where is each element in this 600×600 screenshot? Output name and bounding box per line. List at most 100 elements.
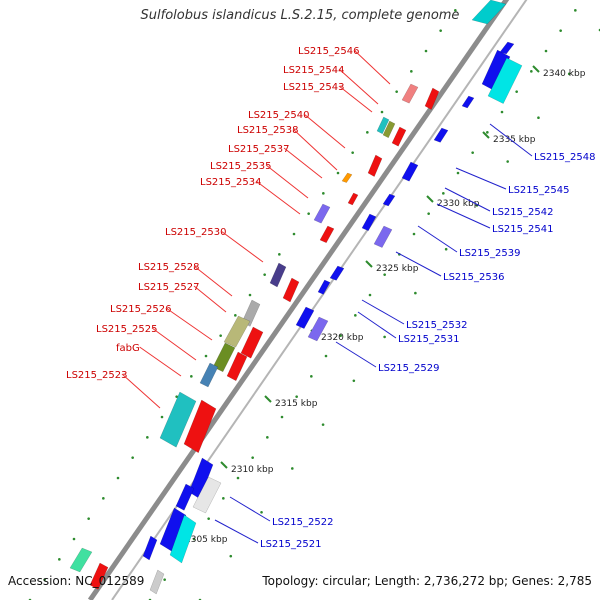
gene-label-forward[interactable]: fabG (116, 343, 140, 354)
label-leader-line (151, 327, 197, 361)
tick-dot (263, 273, 266, 276)
gene-feature-forward (223, 315, 251, 348)
scale-tick (365, 260, 373, 268)
tick-dot (280, 415, 284, 419)
gene-label-forward[interactable]: LS215_2523 (66, 370, 127, 381)
tick-dot (544, 49, 548, 53)
gene-feature-forward (376, 116, 390, 135)
tick-dot (454, 9, 457, 12)
gene-label-forward[interactable]: LS215_2526 (110, 304, 171, 315)
tick-dot (307, 212, 310, 215)
gene-feature-forward (240, 326, 264, 359)
gene-label-forward[interactable]: LS215_2534 (200, 177, 261, 188)
topology-summary: Topology: circular; Length: 2,736,272 bp… (262, 574, 592, 588)
gene-label-reverse[interactable]: LS215_2536 (443, 272, 504, 283)
gene-label-forward[interactable]: LS215_2535 (210, 161, 271, 172)
gene-label-reverse[interactable]: LS215_2532 (406, 320, 467, 331)
accession-text: Accession: NC_012589 (8, 574, 145, 588)
gene-label-reverse[interactable]: LS215_2539 (459, 248, 520, 259)
gene-label-forward[interactable]: LS215_2540 (248, 110, 309, 121)
tick-dot (310, 375, 313, 378)
tick-dot (339, 334, 342, 337)
tick-dot (351, 151, 354, 154)
gene-feature-forward (347, 192, 359, 206)
scale-label: 2320 kbp (321, 333, 364, 343)
gene-label-reverse[interactable]: LS215_2542 (492, 207, 553, 218)
gene-feature-reverse (471, 0, 507, 25)
gene-feature-reverse (461, 95, 475, 109)
tick-dot (471, 151, 474, 154)
gene-feature-forward (226, 351, 248, 382)
gene-feature-reverse (361, 213, 377, 232)
gene-feature-reverse (149, 569, 165, 595)
gene-label-forward[interactable]: LS215_2527 (138, 282, 199, 293)
tick-dot (515, 90, 518, 93)
gene-feature-forward (199, 362, 219, 388)
gene-label-forward[interactable]: LS215_2537 (228, 144, 289, 155)
tick-dot (383, 335, 386, 339)
gene-label-forward[interactable]: LS215_2538 (237, 125, 298, 136)
gene-label-forward[interactable]: LS215_2528 (138, 262, 199, 273)
tick-dot (456, 171, 460, 175)
label-leader-line (338, 68, 379, 105)
label-leader-line (395, 251, 442, 277)
gene-feature-forward (269, 262, 287, 288)
label-leader-line (229, 496, 271, 522)
gene-feature-forward (401, 83, 419, 104)
tick-dot (530, 70, 533, 73)
tick-dot (321, 423, 325, 426)
label-leader-line (292, 128, 338, 171)
label-leader-line (338, 85, 373, 113)
tick-dot (116, 476, 120, 480)
label-leader-line (283, 147, 323, 179)
gene-label-reverse[interactable]: LS215_2522 (272, 517, 333, 528)
tick-dot (192, 537, 196, 541)
gene-feature-reverse (433, 127, 449, 143)
label-leader-line (139, 346, 182, 377)
gene-label-reverse[interactable]: LS215_2541 (492, 224, 553, 235)
tick-dot (574, 9, 577, 12)
gene-feature-forward (212, 342, 236, 373)
label-leader-line (121, 373, 161, 409)
scale-tick (220, 461, 228, 469)
gene-feature-reverse (401, 161, 419, 182)
gene-label-forward[interactable]: LS215_2546 (298, 46, 359, 57)
tick-dot (222, 497, 225, 500)
tick-dot (43, 578, 46, 581)
tick-dot (442, 192, 445, 195)
gene-label-reverse[interactable]: LS215_2521 (260, 539, 321, 550)
tick-dot (234, 314, 237, 317)
gene-label-reverse[interactable]: LS215_2529 (378, 363, 439, 374)
gene-feature-reverse (188, 457, 214, 500)
gene-feature-forward (319, 225, 335, 244)
gene-label-forward[interactable]: LS215_2530 (165, 227, 226, 238)
gene-feature-forward (382, 120, 396, 139)
tick-dot (368, 293, 372, 297)
label-leader-line (335, 341, 377, 368)
scale-tick (264, 395, 272, 403)
gene-label-forward[interactable]: LS215_2544 (283, 65, 344, 76)
tick-dot (354, 314, 357, 317)
gene-feature-reverse (192, 476, 222, 514)
gene-label-reverse[interactable]: LS215_2548 (534, 152, 595, 163)
gene-label-forward[interactable]: LS215_2543 (283, 82, 344, 93)
gene-label-forward[interactable]: LS215_2525 (96, 324, 157, 335)
label-leader-line (255, 180, 301, 215)
gene-feature-reverse (382, 193, 396, 207)
tick-dot (251, 456, 254, 459)
gene-feature-reverse (295, 306, 315, 329)
gene-label-reverse[interactable]: LS215_2531 (398, 334, 459, 345)
tick-dot (410, 70, 413, 73)
gene-feature-reverse (373, 225, 393, 248)
gene-label-reverse[interactable]: LS215_2545 (508, 185, 569, 196)
gene-feature-reverse (329, 265, 345, 281)
map-title: Sulfolobus islandicus L.S.2.15, complete… (140, 8, 460, 23)
label-leader-line (361, 299, 405, 325)
tick-dot (163, 578, 166, 581)
tick-dot (380, 110, 384, 114)
gene-feature-reverse (175, 483, 195, 511)
label-leader-line (193, 265, 233, 297)
tick-dot (324, 354, 328, 358)
tick-dot (444, 247, 448, 251)
